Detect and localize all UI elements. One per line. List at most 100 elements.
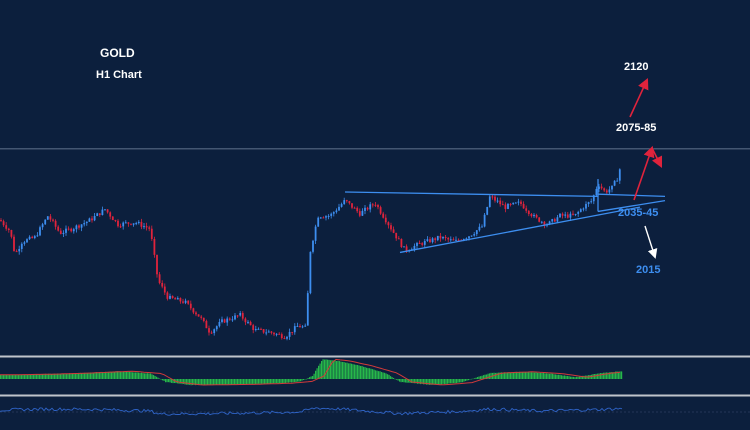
histogram-bar bbox=[291, 379, 293, 383]
histogram-bar bbox=[472, 378, 474, 380]
histogram-bar bbox=[220, 379, 222, 385]
candle-body bbox=[421, 243, 424, 245]
histogram-bar bbox=[376, 370, 378, 379]
histogram-bar bbox=[405, 379, 407, 383]
candle-body bbox=[306, 293, 309, 326]
histogram-bar bbox=[475, 377, 477, 379]
histogram-bar bbox=[345, 362, 347, 379]
histogram-bar bbox=[51, 374, 53, 379]
candle-body bbox=[187, 300, 190, 304]
histogram-bar bbox=[598, 373, 600, 379]
histogram-bar bbox=[177, 379, 179, 384]
histogram-bar bbox=[573, 376, 575, 379]
histogram-bar bbox=[609, 372, 611, 379]
candle-body bbox=[252, 325, 255, 330]
histogram-bar bbox=[262, 379, 264, 384]
histogram-bar bbox=[283, 379, 285, 384]
candle-body bbox=[327, 215, 330, 217]
histogram-bar bbox=[385, 373, 387, 379]
histogram-bar bbox=[427, 379, 429, 385]
histogram-bar bbox=[232, 379, 234, 385]
histogram-bar bbox=[180, 379, 182, 384]
histogram-bar bbox=[36, 374, 38, 379]
histogram-bar bbox=[523, 372, 525, 379]
label-2015: 2015 bbox=[636, 264, 661, 276]
candles bbox=[0, 168, 621, 341]
histogram-bar bbox=[342, 361, 344, 379]
histogram-bar bbox=[358, 365, 360, 379]
histogram-bar bbox=[229, 379, 231, 385]
histogram-bar bbox=[450, 379, 452, 384]
histogram-bar bbox=[501, 372, 503, 379]
candle-body bbox=[387, 222, 390, 226]
candle-body bbox=[239, 313, 242, 316]
histogram-bar bbox=[495, 372, 497, 379]
histogram-bar bbox=[618, 371, 620, 379]
histogram-bar bbox=[3, 374, 5, 379]
histogram-bar bbox=[490, 372, 492, 379]
candle-body bbox=[5, 225, 8, 229]
histogram-bar bbox=[562, 375, 564, 379]
candle-body bbox=[205, 321, 208, 329]
candle-body bbox=[0, 220, 2, 222]
candle-body bbox=[127, 222, 130, 224]
candle-body bbox=[548, 221, 551, 225]
histogram-bar bbox=[397, 379, 399, 381]
histogram-bar bbox=[576, 376, 578, 379]
candle-body bbox=[486, 206, 489, 215]
histogram-bar bbox=[540, 372, 542, 379]
candle-body bbox=[379, 207, 382, 214]
chart-title: GOLD bbox=[100, 46, 135, 60]
candle-body bbox=[161, 282, 164, 287]
candle-body bbox=[309, 251, 312, 294]
histogram-bar bbox=[31, 374, 33, 379]
candle-body bbox=[319, 217, 322, 219]
candle-body bbox=[195, 312, 197, 315]
histogram-bar bbox=[612, 372, 614, 379]
histogram-bar bbox=[531, 372, 533, 379]
label-2120: 2120 bbox=[624, 61, 649, 73]
histogram-bar bbox=[58, 373, 60, 379]
histogram-bar bbox=[85, 372, 87, 379]
candle-body bbox=[431, 238, 434, 243]
histogram-bar bbox=[204, 379, 206, 385]
histogram-bar bbox=[379, 371, 381, 379]
histogram-bar bbox=[382, 372, 384, 379]
candle-body bbox=[244, 318, 247, 323]
histogram-bar bbox=[402, 379, 404, 383]
histogram-bar bbox=[436, 379, 438, 385]
histogram-bar bbox=[457, 379, 459, 383]
candle-body bbox=[473, 234, 476, 236]
histogram-bar bbox=[37, 374, 39, 379]
histogram-bar bbox=[121, 371, 123, 379]
histogram-bar bbox=[103, 372, 105, 379]
candle-body bbox=[247, 321, 249, 323]
histogram-bar bbox=[381, 371, 383, 379]
histogram-bar bbox=[159, 378, 161, 380]
histogram-bar bbox=[384, 372, 386, 379]
candle-body bbox=[176, 298, 179, 300]
histogram-bar bbox=[487, 373, 489, 379]
candle-body bbox=[358, 211, 361, 216]
histogram-bar bbox=[538, 372, 540, 379]
candle-body bbox=[491, 196, 494, 198]
candle-body bbox=[262, 329, 265, 333]
histogram-bar bbox=[616, 371, 618, 379]
trendline-zone-top bbox=[597, 193, 666, 197]
candle-body bbox=[400, 238, 403, 248]
histogram-bar bbox=[289, 379, 291, 383]
histogram-bar bbox=[336, 360, 338, 379]
histogram-bar bbox=[561, 375, 563, 379]
candle-body bbox=[202, 317, 205, 322]
histogram-bar bbox=[171, 379, 173, 383]
histogram-bar bbox=[408, 379, 410, 383]
histogram-bar bbox=[139, 372, 141, 379]
candle-body bbox=[533, 215, 535, 217]
candle-body bbox=[88, 218, 91, 222]
candle-body bbox=[566, 214, 569, 218]
candle-body bbox=[96, 213, 99, 217]
candle-body bbox=[496, 200, 499, 202]
histogram-bar bbox=[615, 371, 617, 379]
histogram-bar bbox=[228, 379, 230, 385]
histogram-bar bbox=[24, 374, 26, 379]
